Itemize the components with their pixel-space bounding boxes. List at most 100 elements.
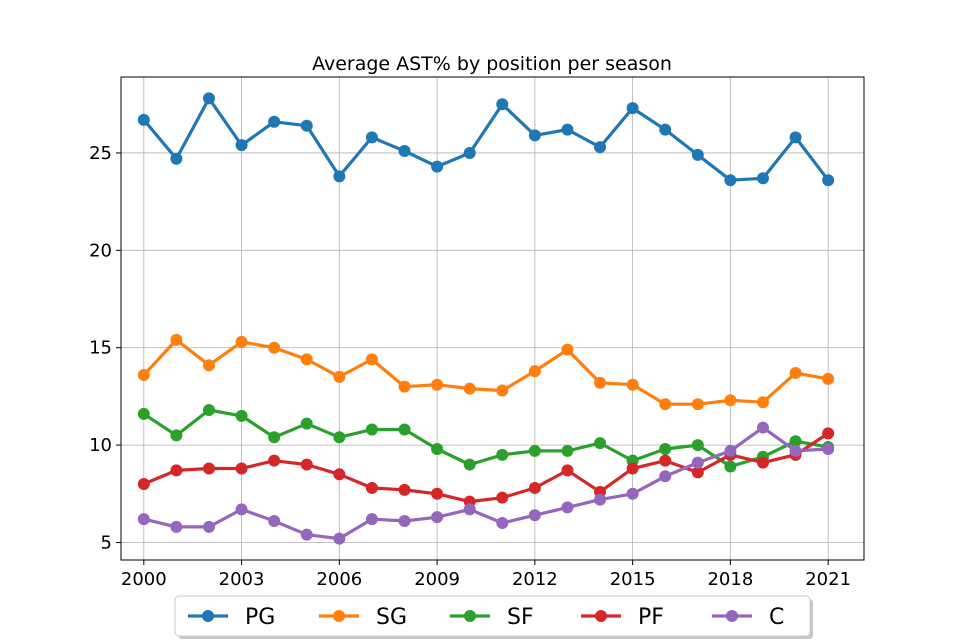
data-point-pg [496, 98, 509, 111]
data-point-sg [137, 368, 150, 381]
data-point-sg [528, 365, 541, 378]
data-point-sg [724, 394, 737, 407]
grid-lines [121, 77, 864, 560]
data-point-pf [202, 462, 215, 475]
series-line-sg [142, 338, 829, 406]
data-point-sg [659, 398, 672, 411]
data-point-pf [170, 464, 183, 477]
data-point-pf [137, 478, 150, 491]
data-point-pf [659, 454, 672, 467]
data-point-sf [398, 423, 411, 436]
data-point-sg [756, 396, 769, 409]
data-point-c [463, 503, 476, 516]
data-point-sg [626, 378, 639, 391]
data-point-sf [170, 429, 183, 442]
y-tick-label: 20 [89, 240, 112, 261]
data-point-pf [431, 487, 444, 500]
data-point-sg [463, 382, 476, 395]
data-point-pf [300, 458, 313, 471]
series-sf [137, 404, 835, 473]
data-point-sf [300, 417, 313, 430]
data-point-c [333, 532, 346, 545]
legend-label-pg: PG [245, 605, 275, 630]
data-point-c [756, 421, 769, 434]
data-point-c [268, 515, 281, 528]
data-point-pg [724, 174, 737, 187]
data-point-sf [137, 407, 150, 420]
data-point-sg [365, 353, 378, 366]
data-point-c [398, 515, 411, 528]
x-tick-label: 2006 [316, 569, 362, 590]
series-pf [137, 427, 835, 508]
data-point-pf [365, 481, 378, 494]
data-point-sf [202, 404, 215, 417]
data-point-sf [691, 439, 704, 452]
legend-marker-pg [202, 610, 214, 622]
data-point-sg [431, 378, 444, 391]
x-tick-label: 2012 [512, 569, 558, 590]
legend-item-c: C [712, 605, 784, 630]
data-point-pg [659, 123, 672, 136]
legend-item-sf: SF [450, 605, 534, 630]
data-point-pf [528, 481, 541, 494]
y-tick-label: 10 [89, 435, 112, 456]
data-point-c [561, 501, 574, 514]
data-point-sg [789, 367, 802, 380]
data-point-pf [691, 466, 704, 479]
data-point-pf [626, 462, 639, 475]
series-group [137, 92, 835, 545]
series-c [137, 421, 835, 545]
data-point-c [365, 513, 378, 526]
data-point-pg [365, 131, 378, 144]
data-point-pf [496, 491, 509, 504]
data-point-sf [528, 444, 541, 457]
data-point-pf [333, 468, 346, 481]
data-point-c [789, 444, 802, 457]
legend-label-pf: PF [638, 605, 664, 630]
data-point-pg [822, 174, 835, 187]
legend-box [174, 595, 811, 637]
data-point-pg [398, 145, 411, 158]
data-point-pg [756, 172, 769, 185]
legend-marker-c [726, 610, 738, 622]
data-point-sg [496, 384, 509, 397]
series-line-c [143, 426, 829, 541]
data-point-pg [789, 131, 802, 144]
data-point-sf [561, 444, 574, 457]
legend-label-sg: SG [376, 605, 407, 630]
series-line-pf [143, 432, 830, 504]
x-tick-label: 2015 [610, 569, 656, 590]
data-point-sg [300, 353, 313, 366]
data-point-sf [268, 431, 281, 444]
legend-marker-pf [595, 610, 607, 622]
y-tick-label: 15 [89, 338, 112, 359]
x-tick-label: 2018 [707, 569, 753, 590]
data-point-sf [333, 431, 346, 444]
y-tick-label: 25 [89, 143, 112, 164]
legend-marker-sf [464, 610, 476, 622]
data-point-sg [333, 370, 346, 383]
data-point-sf [496, 448, 509, 461]
legend-item-sg: SG [319, 605, 407, 630]
plot-area-frame [120, 76, 865, 561]
x-tick-label: 2009 [414, 569, 460, 590]
data-point-pf [822, 427, 835, 440]
data-point-pg [333, 170, 346, 183]
data-point-pg [300, 119, 313, 132]
data-point-c [431, 511, 444, 524]
axes: 2000 2003 2006 2009 2012 2015 2018 2021 5 10 15 20 2… [89, 143, 851, 590]
data-point-sg [268, 341, 281, 354]
data-point-pg [170, 152, 183, 165]
data-point-c [626, 487, 639, 500]
x-tick-label: 2021 [805, 569, 851, 590]
series-line-pg [142, 96, 830, 182]
data-point-c [691, 456, 704, 469]
data-point-sg [202, 359, 215, 372]
legend: PG SG SF PF C [174, 595, 813, 639]
chart-title: Average AST% by position per season [312, 53, 672, 75]
data-point-pg [431, 160, 444, 173]
data-point-sg [691, 398, 704, 411]
legend-item-pg: PG [188, 605, 275, 630]
data-point-c [202, 520, 215, 533]
